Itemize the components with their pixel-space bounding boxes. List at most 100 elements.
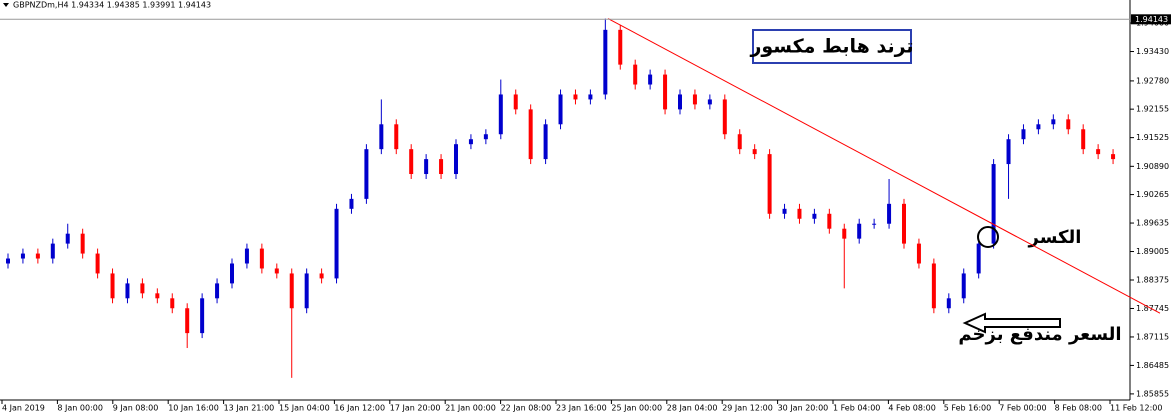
candle-body <box>1096 149 1101 155</box>
y-tick-label: 1.93430 <box>1136 47 1169 56</box>
y-tick-label: 1.88375 <box>1136 276 1169 285</box>
candle-body <box>916 243 921 264</box>
candle-body <box>155 293 160 299</box>
x-tick-label: 22 Jan 08:00 <box>501 404 552 413</box>
candle-body <box>991 164 996 244</box>
candle-body <box>528 109 533 160</box>
candle-body <box>618 29 623 65</box>
candle-body <box>95 253 100 274</box>
x-tick-label: 4 Jan 2019 <box>2 404 45 413</box>
x-tick-label: 30 Jan 20:00 <box>778 404 829 413</box>
candle-body <box>20 253 25 259</box>
candle-body <box>185 308 190 334</box>
candle-body <box>722 99 727 135</box>
candle-body <box>215 283 220 299</box>
y-tick-label: 1.90890 <box>1136 162 1169 171</box>
candle-body <box>334 208 339 279</box>
candle-body <box>6 258 10 264</box>
x-tick-label: 29 Jan 12:00 <box>722 404 773 413</box>
candle-body <box>1066 119 1071 130</box>
x-tick-label: 8 Jan 00:00 <box>57 404 103 413</box>
x-tick-label: 21 Jan 00:00 <box>445 404 496 413</box>
x-tick-label: 11 Feb 12:00 <box>1110 404 1162 413</box>
candle-body <box>35 253 40 259</box>
candle-body <box>80 233 85 254</box>
candle-body <box>454 144 458 175</box>
candle-body <box>558 94 563 125</box>
candle-body <box>424 159 429 175</box>
symbol-info: GBPNZDm,H4 1.94334 1.94385 1.93991 1.941… <box>13 1 211 10</box>
candle-body <box>692 94 697 105</box>
x-tick-label: 10 Jan 16:00 <box>168 404 219 413</box>
y-tick-label: 1.87115 <box>1136 332 1169 341</box>
x-tick-label: 17 Jan 20:00 <box>390 404 441 413</box>
candle-body <box>1036 124 1041 130</box>
candle-body <box>857 223 862 239</box>
candle-body <box>170 298 175 309</box>
annotation-momentum: السعر مندفع بزخم <box>958 324 1121 345</box>
candle-body <box>364 149 369 199</box>
x-tick-label: 7 Feb 00:00 <box>999 404 1046 413</box>
candle-body <box>752 149 757 155</box>
candle-body <box>976 243 981 274</box>
candle-body <box>50 243 55 259</box>
candle-body <box>200 298 205 334</box>
candle-body <box>244 248 249 264</box>
candle-body <box>513 94 518 110</box>
candle-body <box>842 228 847 239</box>
candle-body <box>379 124 384 150</box>
candle-body <box>782 208 787 214</box>
candle-body <box>946 298 951 309</box>
candle-body <box>498 94 503 135</box>
candle-body <box>468 139 473 145</box>
candle-body <box>887 203 892 224</box>
y-tick-label: 1.86485 <box>1136 361 1169 370</box>
candle-body <box>230 263 234 284</box>
x-tick-label: 28 Jan 04:00 <box>667 404 718 413</box>
candle-body <box>304 273 309 309</box>
break-circle <box>977 226 999 248</box>
candle-body <box>931 263 936 309</box>
x-tick-label: 16 Jan 12:00 <box>334 404 385 413</box>
current-price-tag <box>1131 14 1171 25</box>
x-tick-label: 1 Feb 04:00 <box>833 404 880 413</box>
candle-body <box>872 223 877 225</box>
x-tick-label: 23 Jan 16:00 <box>556 404 607 413</box>
candle-body <box>140 283 145 294</box>
x-tick-label: 25 Jan 00:00 <box>611 404 662 413</box>
annotation-break: الكسر <box>1028 227 1082 248</box>
candle-body <box>259 248 264 269</box>
menu-triangle <box>3 3 9 7</box>
candle-body <box>707 99 712 105</box>
y-tick-label: 1.89635 <box>1136 219 1169 228</box>
y-tick-label: 1.91525 <box>1136 133 1169 142</box>
candle-body <box>573 94 578 100</box>
arrow <box>962 312 1061 334</box>
x-tick-label: 15 Jan 04:00 <box>279 404 330 413</box>
candle-body <box>394 124 399 150</box>
candle-body <box>483 134 488 140</box>
candle-body <box>65 233 70 244</box>
candle-body <box>543 124 548 160</box>
candle-body <box>409 149 414 175</box>
trendline <box>607 18 1161 314</box>
candle-body <box>439 159 444 175</box>
candle-body <box>125 283 130 299</box>
candle-body <box>289 273 294 309</box>
plot-area <box>6 18 1116 378</box>
candle-body <box>648 74 653 85</box>
candle-body <box>767 154 772 214</box>
x-tick-label: 4 Feb 08:00 <box>888 404 935 413</box>
y-tick-label: 1.87745 <box>1136 304 1169 313</box>
candle-body <box>663 74 668 110</box>
candle-body <box>737 134 742 150</box>
y-tick-label: 1.85855 <box>1136 389 1169 398</box>
candle-body <box>1081 129 1086 150</box>
y-tick-label: 1.92155 <box>1136 105 1169 114</box>
candle-body <box>1051 119 1056 125</box>
current-price-label: 1.94143 <box>1135 15 1168 24</box>
y-tick-label: 1.90265 <box>1136 190 1169 199</box>
x-tick-label: 9 Jan 08:00 <box>113 404 159 413</box>
